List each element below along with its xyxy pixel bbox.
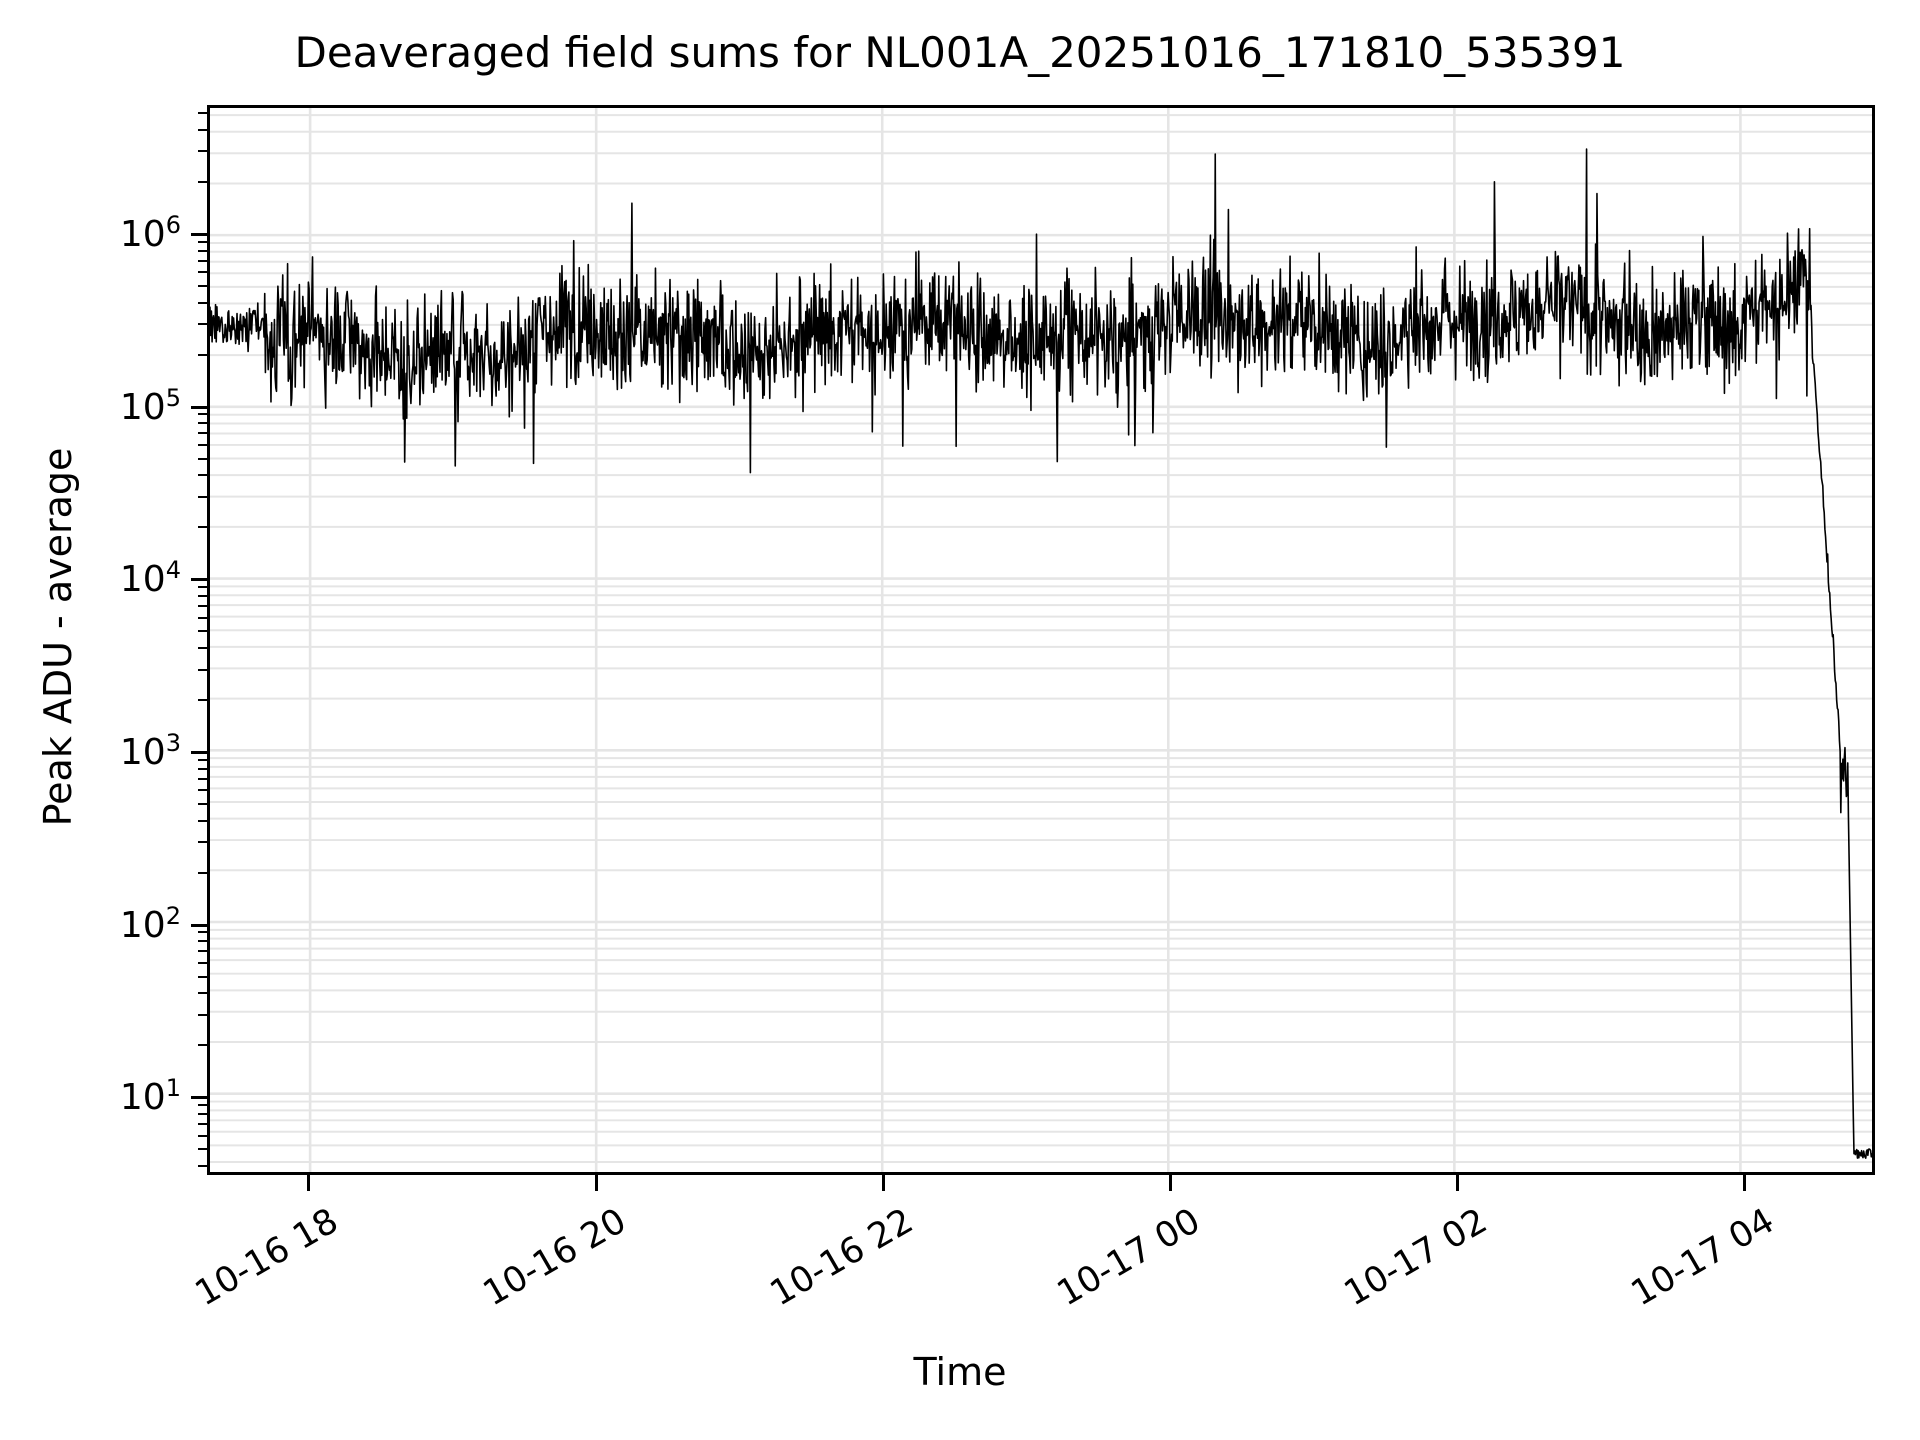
y-tick-label: 102 <box>119 901 181 946</box>
y-tick-mark <box>198 422 207 425</box>
y-axis-ticks: 101 102 103 104 105 106 <box>0 105 207 1175</box>
y-tick-mark <box>198 961 207 964</box>
y-tick-mark <box>198 1123 207 1126</box>
y-tick-mark <box>198 616 207 619</box>
y-tick-mark <box>198 758 207 761</box>
y-tick-mark <box>198 1134 207 1137</box>
y-tick-mark <box>198 668 207 671</box>
y-axis-title: Peak ADU - average <box>36 447 80 827</box>
y-tick-mark <box>198 413 207 416</box>
plot-area <box>207 105 1875 1175</box>
gridlines <box>210 108 1872 1172</box>
y-tick-mark <box>198 180 207 183</box>
x-tick-label: 10-16 18 <box>189 1201 346 1315</box>
y-tick-mark <box>198 1044 207 1047</box>
y-tick-mark <box>198 150 207 153</box>
y-tick-mark <box>198 432 207 435</box>
y-tick-mark <box>191 578 207 582</box>
x-tick-label: 10-17 02 <box>1337 1201 1494 1315</box>
y-tick-mark <box>198 1013 207 1016</box>
y-tick-mark <box>198 841 207 844</box>
y-tick-mark <box>198 767 207 770</box>
y-tick-mark <box>198 271 207 274</box>
y-tick-mark <box>198 112 207 115</box>
y-tick-mark <box>198 1104 207 1107</box>
y-tick-mark <box>198 931 207 934</box>
y-tick-mark <box>198 630 207 633</box>
x-tick-mark <box>1455 1175 1459 1191</box>
x-axis-ticks: 10-16 18 10-16 20 10-16 22 10-17 00 10-17 02… <box>189 1175 1875 1415</box>
x-tick-mark <box>1742 1175 1746 1191</box>
x-tick-mark <box>881 1175 885 1191</box>
x-axis-title: Time <box>913 1350 1007 1394</box>
y-tick-mark <box>198 586 207 589</box>
y-tick-mark <box>198 975 207 978</box>
y-tick-mark <box>191 232 207 236</box>
x-tick-label: 10-17 04 <box>1624 1201 1781 1315</box>
x-tick-label: 10-16 22 <box>763 1201 920 1315</box>
y-tick-mark <box>198 1164 207 1167</box>
y-tick-mark <box>198 457 207 460</box>
x-tick-label: 10-17 00 <box>1050 1201 1207 1315</box>
y-tick-mark <box>198 940 207 943</box>
y-tick-mark <box>198 443 207 446</box>
y-tick-mark <box>198 301 207 304</box>
data-series-line <box>210 108 1872 1172</box>
y-tick-mark <box>198 604 207 607</box>
y-tick-mark <box>191 923 207 927</box>
y-tick-mark <box>198 284 207 287</box>
y-tick-mark <box>198 495 207 498</box>
page-title: Deaveraged field sums for NL001A_2025101… <box>294 28 1626 77</box>
y-tick-mark <box>198 1148 207 1151</box>
y-tick-mark <box>198 249 207 252</box>
y-tick-mark <box>191 405 207 409</box>
y-tick-mark <box>198 698 207 701</box>
y-tick-mark <box>198 819 207 822</box>
y-tick-mark <box>198 777 207 780</box>
x-tick-mark <box>1168 1175 1172 1191</box>
x-tick-mark <box>307 1175 311 1191</box>
y-tick-mark <box>198 323 207 326</box>
y-tick-mark <box>191 750 207 754</box>
x-tick-label: 10-16 20 <box>476 1201 633 1315</box>
y-axis-tickmarks <box>191 105 208 1175</box>
y-tick-mark <box>198 526 207 529</box>
y-tick-mark <box>198 474 207 477</box>
y-tick-mark <box>198 1113 207 1115</box>
y-tick-mark <box>198 594 207 597</box>
y-tick-mark <box>198 353 207 356</box>
y-tick-mark <box>198 259 207 262</box>
y-tick-label: 103 <box>119 728 181 773</box>
y-tick-label: 104 <box>119 556 181 601</box>
y-tick-label: 101 <box>119 1074 181 1119</box>
y-tick-mark <box>198 240 207 243</box>
y-tick-mark <box>198 646 207 649</box>
y-tick-label: 105 <box>119 383 181 428</box>
y-tick-mark <box>198 128 207 131</box>
y-tick-mark <box>191 1096 207 1100</box>
y-tick-mark <box>198 950 207 953</box>
y-tick-mark <box>198 802 207 805</box>
y-tick-mark <box>198 992 207 995</box>
y-tick-mark <box>198 789 207 792</box>
y-tick-mark <box>198 871 207 874</box>
y-tick-label: 106 <box>119 210 181 255</box>
x-tick-mark <box>594 1175 598 1191</box>
